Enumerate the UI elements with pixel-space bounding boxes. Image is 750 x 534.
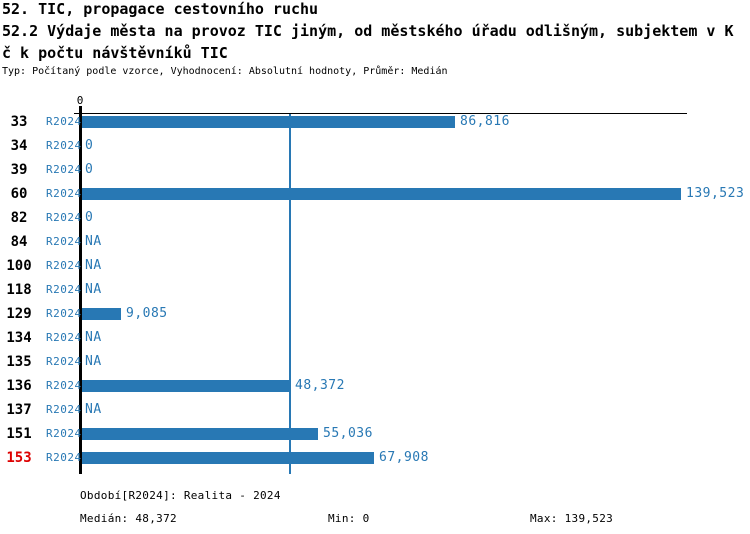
chart-row: 82 R2024 0	[0, 206, 750, 230]
chart-row: 39 R2024 0	[0, 158, 750, 182]
value-bar	[82, 380, 290, 392]
row-series-label: R2024	[46, 355, 82, 368]
chart-title-line-3: č k počtu návštěvníků TIC	[2, 44, 228, 62]
footer-min-label: Min: 0	[328, 512, 370, 525]
row-series-label: R2024	[46, 235, 82, 248]
row-category-label: 84	[10, 234, 28, 250]
bar-value-label: NA	[85, 402, 102, 417]
bar-value-label: 0	[85, 210, 94, 225]
row-series-label: R2024	[46, 187, 82, 200]
bar-value-label: 67,908	[379, 450, 429, 465]
row-category-label: 129	[6, 306, 32, 322]
row-series-label: R2024	[46, 211, 82, 224]
value-bar	[82, 188, 681, 200]
row-category-label: 134	[6, 330, 32, 346]
row-category-label: 82	[10, 210, 28, 226]
bar-value-label: 55,036	[323, 426, 373, 441]
bar-value-label: NA	[85, 330, 102, 345]
row-series-label: R2024	[46, 115, 82, 128]
chart-row: 33 R2024 86,816	[0, 110, 750, 134]
chart-row: 153 R2024 67,908	[0, 446, 750, 470]
row-series-label: R2024	[46, 283, 82, 296]
bar-value-label: 86,816	[460, 114, 510, 129]
row-category-label: 39	[10, 162, 28, 178]
chart-row: 135 R2024 NA	[0, 350, 750, 374]
chart-row: 137 R2024 NA	[0, 398, 750, 422]
value-bar	[82, 116, 455, 128]
value-bar	[82, 452, 374, 464]
row-category-label: 100	[6, 258, 32, 274]
chart-row: 100 R2024 NA	[0, 254, 750, 278]
chart-row: 151 R2024 55,036	[0, 422, 750, 446]
row-category-label: 60	[10, 186, 28, 202]
row-series-label: R2024	[46, 163, 82, 176]
chart-row: 34 R2024 0	[0, 134, 750, 158]
bar-value-label: NA	[85, 354, 102, 369]
row-series-label: R2024	[46, 307, 82, 320]
chart-meta-line: Typ: Počítaný podle vzorce, Vyhodnocení:…	[2, 66, 448, 77]
chart-title-line-1: 52. TIC, propagace cestovního ruchu	[2, 0, 319, 18]
chart-row: 84 R2024 NA	[0, 230, 750, 254]
row-series-label: R2024	[46, 379, 82, 392]
chart-row: 60 R2024 139,523	[0, 182, 750, 206]
row-series-label: R2024	[46, 451, 82, 464]
footer-median-label: Medián: 48,372	[80, 512, 177, 525]
bar-value-label: 48,372	[295, 378, 345, 393]
bar-value-label: 139,523	[686, 186, 745, 201]
bar-value-label: 0	[85, 138, 94, 153]
bar-value-label: 0	[85, 162, 94, 177]
row-series-label: R2024	[46, 427, 82, 440]
chart-row: 129 R2024 9,085	[0, 302, 750, 326]
row-category-label: 153	[6, 450, 32, 466]
median-line	[289, 114, 291, 474]
row-series-label: R2024	[46, 403, 82, 416]
row-category-label: 33	[10, 114, 28, 130]
row-category-label: 135	[6, 354, 32, 370]
axis-top-line	[74, 113, 687, 114]
value-bar	[82, 308, 121, 320]
bar-value-label: NA	[85, 258, 102, 273]
row-category-label: 136	[6, 378, 32, 394]
axis-zero-tick-label: 0	[76, 94, 84, 107]
chart-row: 134 R2024 NA	[0, 326, 750, 350]
chart-title-line-2: 52.2 Výdaje města na provoz TIC jiným, o…	[2, 22, 734, 40]
value-bar	[82, 428, 318, 440]
bar-value-label: NA	[85, 282, 102, 297]
footer-period-label: Období[R2024]: Realita - 2024	[80, 489, 281, 502]
row-series-label: R2024	[46, 259, 82, 272]
row-series-label: R2024	[46, 139, 82, 152]
axis-vertical-line	[79, 106, 82, 474]
row-category-label: 151	[6, 426, 32, 442]
row-category-label: 137	[6, 402, 32, 418]
row-category-label: 118	[6, 282, 32, 298]
footer-max-label: Max: 139,523	[530, 512, 614, 525]
row-category-label: 34	[10, 138, 28, 154]
bar-value-label: 9,085	[126, 306, 168, 321]
chart-row: 136 R2024 48,372	[0, 374, 750, 398]
row-series-label: R2024	[46, 331, 82, 344]
chart-row: 118 R2024 NA	[0, 278, 750, 302]
bar-value-label: NA	[85, 234, 102, 249]
